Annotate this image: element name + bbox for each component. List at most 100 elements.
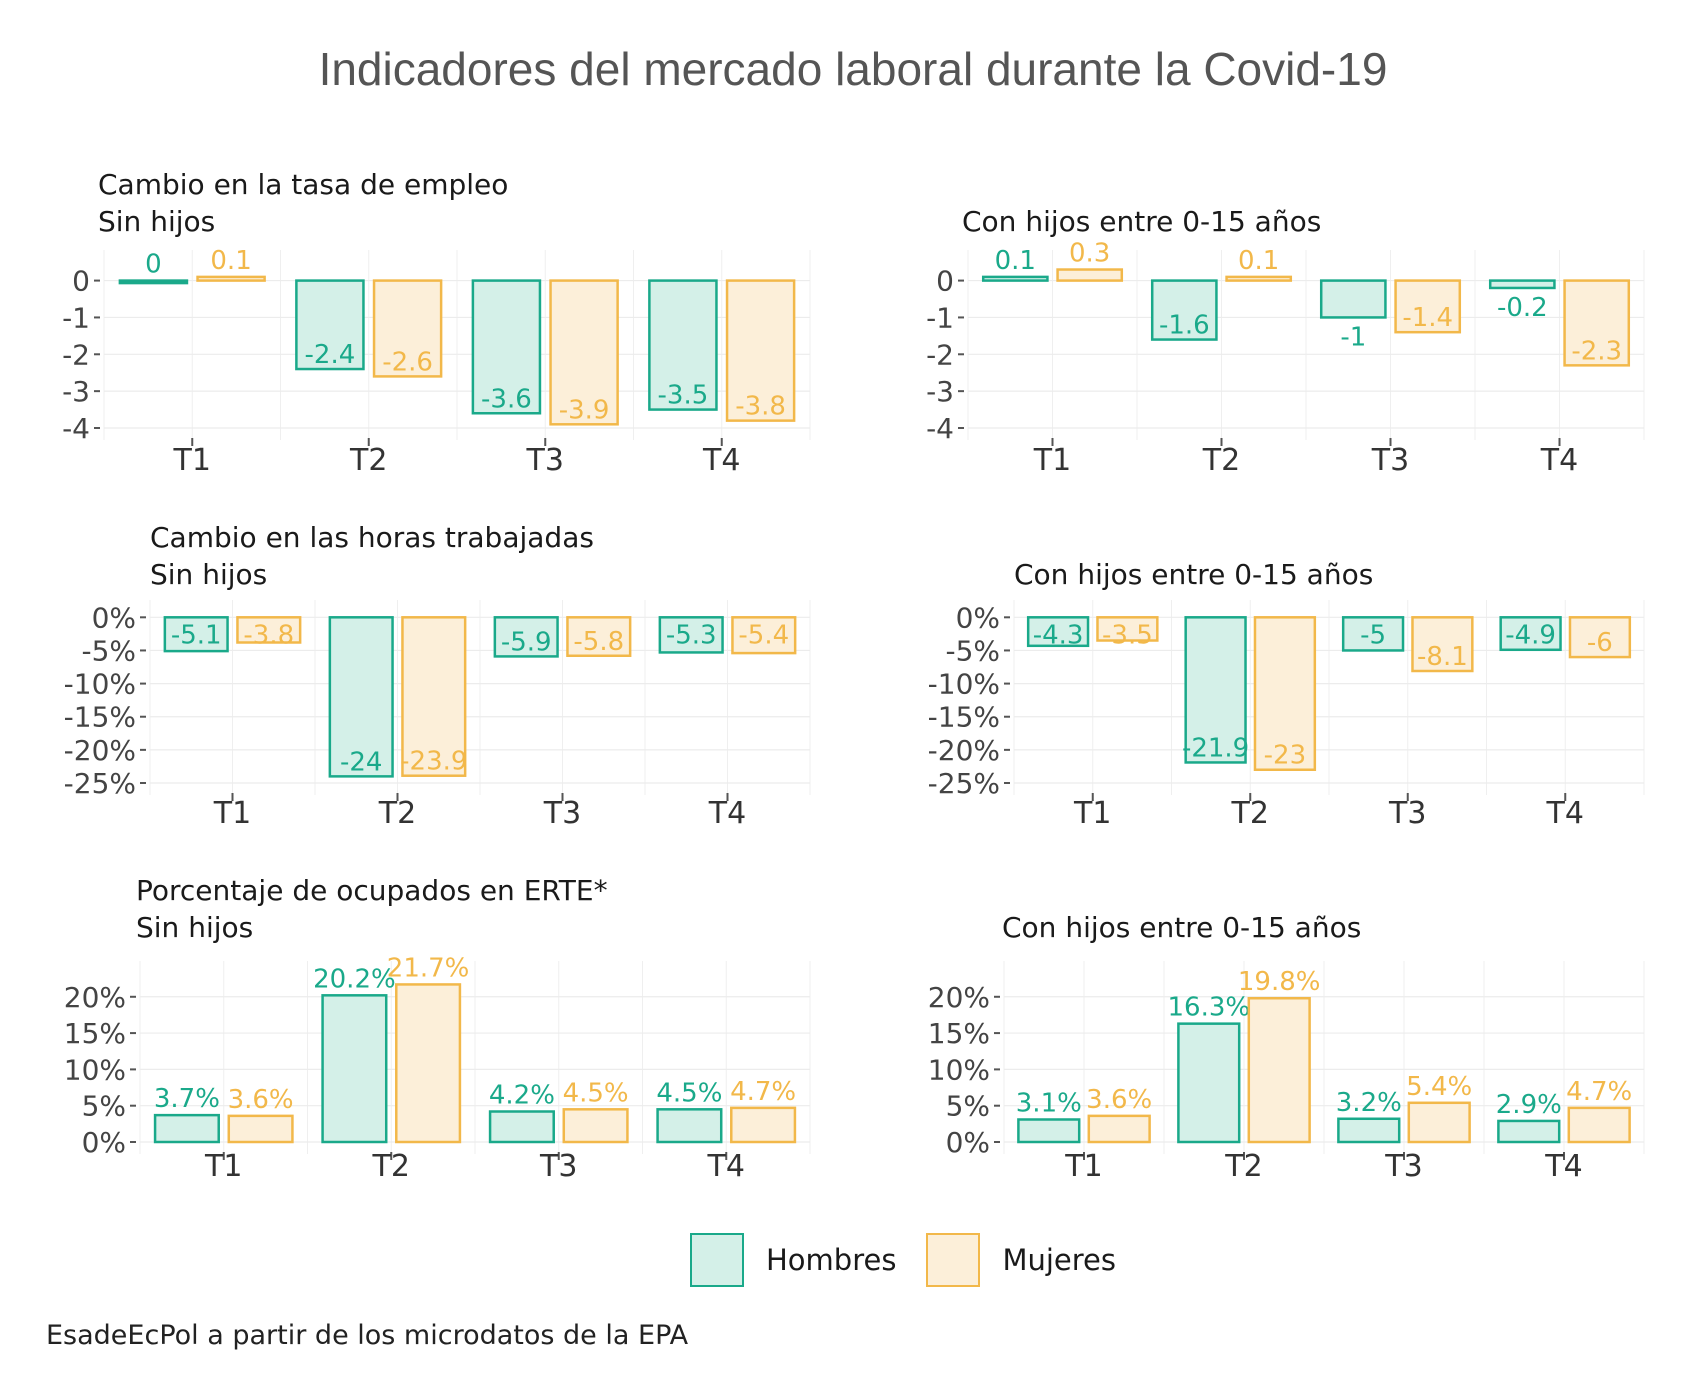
bar-mujeres xyxy=(730,1106,797,1144)
bar-hombres xyxy=(1017,1118,1081,1144)
y-tick-label: 20% xyxy=(928,981,990,1014)
data-label-mujeres: -5.8 xyxy=(573,627,624,657)
y-tick-label: -1 xyxy=(62,301,90,334)
data-label-hombres: 3.7% xyxy=(154,1084,220,1114)
bar-mujeres xyxy=(1087,1114,1151,1144)
bar-mujeres xyxy=(1407,1101,1471,1144)
data-label-hombres: -4.3 xyxy=(1033,620,1084,650)
bar-hombres xyxy=(321,994,388,1144)
data-label-mujeres: 3.6% xyxy=(228,1085,294,1115)
data-label-hombres: -21.9 xyxy=(1182,733,1249,763)
bar-mujeres xyxy=(1247,996,1311,1144)
y-tick-label: 5% xyxy=(946,1090,990,1123)
legend-swatch-hombres xyxy=(690,1233,744,1287)
y-tick-label: 15% xyxy=(64,1017,126,1050)
data-label-mujeres: 5.4% xyxy=(1406,1072,1472,1102)
legend-label-mujeres: Mujeres xyxy=(1002,1243,1116,1277)
x-tick-label: T2 xyxy=(1202,443,1240,478)
panel-title-empleo-sin: Cambio en la tasa de empleo Sin hijos xyxy=(98,166,508,240)
data-label-mujeres: -8.1 xyxy=(1417,642,1468,672)
chart-erte_sin: 20%15%10% 5%0% T1 3.7% 3.6% T2 20.2%21.7% T3 4.2… xyxy=(64,953,811,1184)
x-tick-label: T3 xyxy=(1371,443,1409,478)
data-label-mujeres: 0.1 xyxy=(1238,246,1279,276)
bar-hombres xyxy=(328,616,394,778)
y-tick-label: -3 xyxy=(926,375,954,408)
y-tick-label: -2 xyxy=(62,338,90,371)
y-tick-label: 10% xyxy=(928,1053,990,1086)
panel-title-empleo-con: Con hijos entre 0-15 años xyxy=(962,203,1321,240)
data-label-hombres: 2.9% xyxy=(1496,1090,1562,1120)
panel-title-horas-sin: Cambio en las horas trabajadas Sin hijos xyxy=(150,519,594,593)
x-tick-label: T3 xyxy=(539,1149,577,1184)
data-label-mujeres: 3.6% xyxy=(1086,1085,1152,1115)
data-label-mujeres: 0.1 xyxy=(210,246,251,276)
x-tick-label: T4 xyxy=(707,1149,745,1184)
main-title: Indicadores del mercado laboral durante … xyxy=(318,43,1388,95)
bar-mujeres xyxy=(1568,616,1632,659)
legend-item-hombres: Hombres xyxy=(690,1233,906,1287)
panel-subtitle-line: Sin hijos xyxy=(136,911,254,944)
data-label-hombres: 16.3% xyxy=(1167,993,1250,1023)
x-tick-label: T4 xyxy=(702,443,740,478)
data-label-mujeres: -23 xyxy=(1264,741,1306,771)
data-label-mujeres: -6 xyxy=(1587,628,1613,658)
bar-mujeres xyxy=(562,1108,629,1144)
y-tick-label: -4 xyxy=(62,412,90,445)
data-label-hombres: -1 xyxy=(1340,322,1366,352)
panel-subtitle-line: Con hijos entre 0-15 años xyxy=(1002,911,1362,944)
y-tick-label: -1 xyxy=(926,301,954,334)
y-tick-label: 0% xyxy=(946,1126,990,1159)
bar-hombres xyxy=(981,275,1049,282)
source-note: EsadeEcPol a partir de los microdatos de… xyxy=(46,1320,689,1351)
data-label-hombres: 0 xyxy=(145,250,162,280)
data-label-hombres: 4.5% xyxy=(656,1078,722,1108)
data-label-hombres: 3.2% xyxy=(1336,1088,1402,1118)
bar-hombres xyxy=(656,1108,723,1144)
bar-hombres xyxy=(295,279,365,371)
bar-hombres xyxy=(1497,1119,1561,1144)
y-tick-label: -4 xyxy=(926,412,954,445)
bar-mujeres xyxy=(227,1114,294,1144)
panel-title-line: Cambio en las horas trabajadas xyxy=(150,521,594,554)
bar-hombres xyxy=(1184,616,1247,764)
data-label-mujeres: 4.5% xyxy=(563,1078,629,1108)
panel-title-erte-sin: Porcentaje de ocupados en ERTE* Sin hijo… xyxy=(136,872,608,946)
data-label-mujeres: 21.7% xyxy=(387,953,470,983)
data-label-mujeres: -2.6 xyxy=(382,347,433,377)
data-label-hombres: -24 xyxy=(340,747,382,777)
y-tick-label: -5% xyxy=(81,634,136,667)
bar-hombres xyxy=(658,616,724,654)
data-label-hombres: 4.2% xyxy=(489,1081,555,1111)
panel-subtitle-line: Sin hijos xyxy=(98,205,216,238)
bar-mujeres xyxy=(196,275,266,282)
data-label-hombres: -2.4 xyxy=(305,340,356,370)
x-tick-label: T4 xyxy=(708,796,746,831)
panel-title-horas-con: Con hijos entre 0-15 años xyxy=(1014,556,1373,593)
y-tick-label: -3 xyxy=(62,375,90,408)
bar-mujeres xyxy=(1563,279,1631,367)
y-tick-label: -10% xyxy=(64,668,136,701)
y-tick-label: -20% xyxy=(64,734,136,767)
bar-mujeres xyxy=(549,279,619,426)
y-tick-label: 5% xyxy=(82,1090,126,1123)
data-label-mujeres: 19.8% xyxy=(1238,967,1321,997)
data-label-hombres: 20.2% xyxy=(313,964,396,994)
bar-hombres xyxy=(153,1113,220,1144)
bar-mujeres xyxy=(1096,616,1159,642)
data-label-hombres: -5.1 xyxy=(171,620,222,650)
bar-mujeres xyxy=(566,616,632,658)
x-tick-label: T2 xyxy=(1231,796,1269,831)
bar-hombres xyxy=(648,279,718,411)
data-label-mujeres: -3.8 xyxy=(735,392,786,422)
data-label-hombres: -3.6 xyxy=(481,384,532,414)
bar-hombres xyxy=(1177,1022,1241,1144)
chart-horas_sin: 0%-5%-10%-15%-20%-25% T1 -5.1 -3.8 T2 -24 -23.… xyxy=(64,600,811,831)
data-label-hombres: -4.9 xyxy=(1505,620,1556,650)
data-label-hombres: -5.3 xyxy=(666,620,717,650)
x-tick-label: T3 xyxy=(1384,1149,1422,1184)
y-tick-label: -10% xyxy=(928,668,1000,701)
y-tick-label: 0% xyxy=(956,601,1000,634)
y-tick-label: -15% xyxy=(64,701,136,734)
